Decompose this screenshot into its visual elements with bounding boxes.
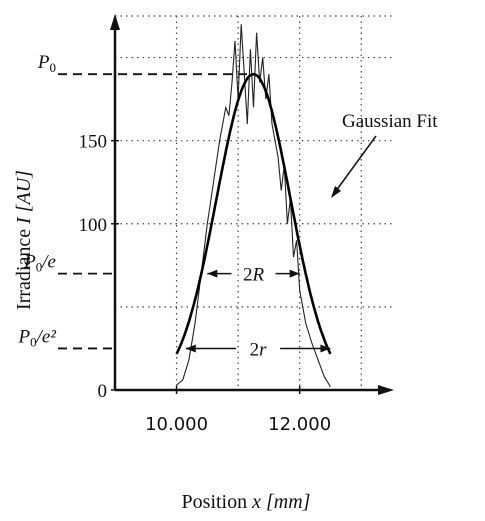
y-tick-label: 150 [79, 132, 108, 153]
level-label: P0/e [23, 252, 56, 275]
y-axis-arrow [110, 14, 120, 30]
annotations: 2R 2r Gaussian Fit [185, 111, 438, 360]
grid [115, 15, 392, 390]
level-lines: P0 P0/e P0/e² [17, 52, 254, 349]
level-label: P0/e² [17, 326, 56, 349]
series [175, 24, 332, 387]
gaussian-fit-pointer-head [331, 186, 341, 198]
x-axis-arrow [378, 385, 394, 395]
y-tick-label: 0 [98, 381, 108, 402]
x-tick-label: 10.000 [145, 414, 208, 435]
gaussian-fit-curve [175, 72, 332, 355]
width-2R-label: 2R [243, 265, 265, 286]
width-2r-arrowhead-left [185, 344, 196, 353]
width-2r-arrowhead-right [320, 344, 331, 353]
x-tick-label: 12.000 [268, 414, 331, 435]
y-axis-label: Irradiance I [AU] [13, 170, 35, 310]
measured-series-line [176, 24, 331, 387]
gaussian-fit-pointer [332, 135, 377, 196]
width-2r-label: 2r [250, 339, 268, 360]
y-tick-label: 100 [79, 215, 108, 236]
svg-text:Irradiance I [AU]: Irradiance I [AU] [13, 170, 35, 310]
width-2R-arrowhead-right [289, 269, 300, 278]
level-label: P0 [37, 52, 56, 75]
axes: 0 100 150 10.000 12.000 [79, 14, 394, 435]
gaussian-fit-label: Gaussian Fit [342, 111, 438, 132]
x-axis-label: Position x [mm] [182, 491, 311, 513]
width-2R-arrowhead-left [207, 269, 218, 278]
